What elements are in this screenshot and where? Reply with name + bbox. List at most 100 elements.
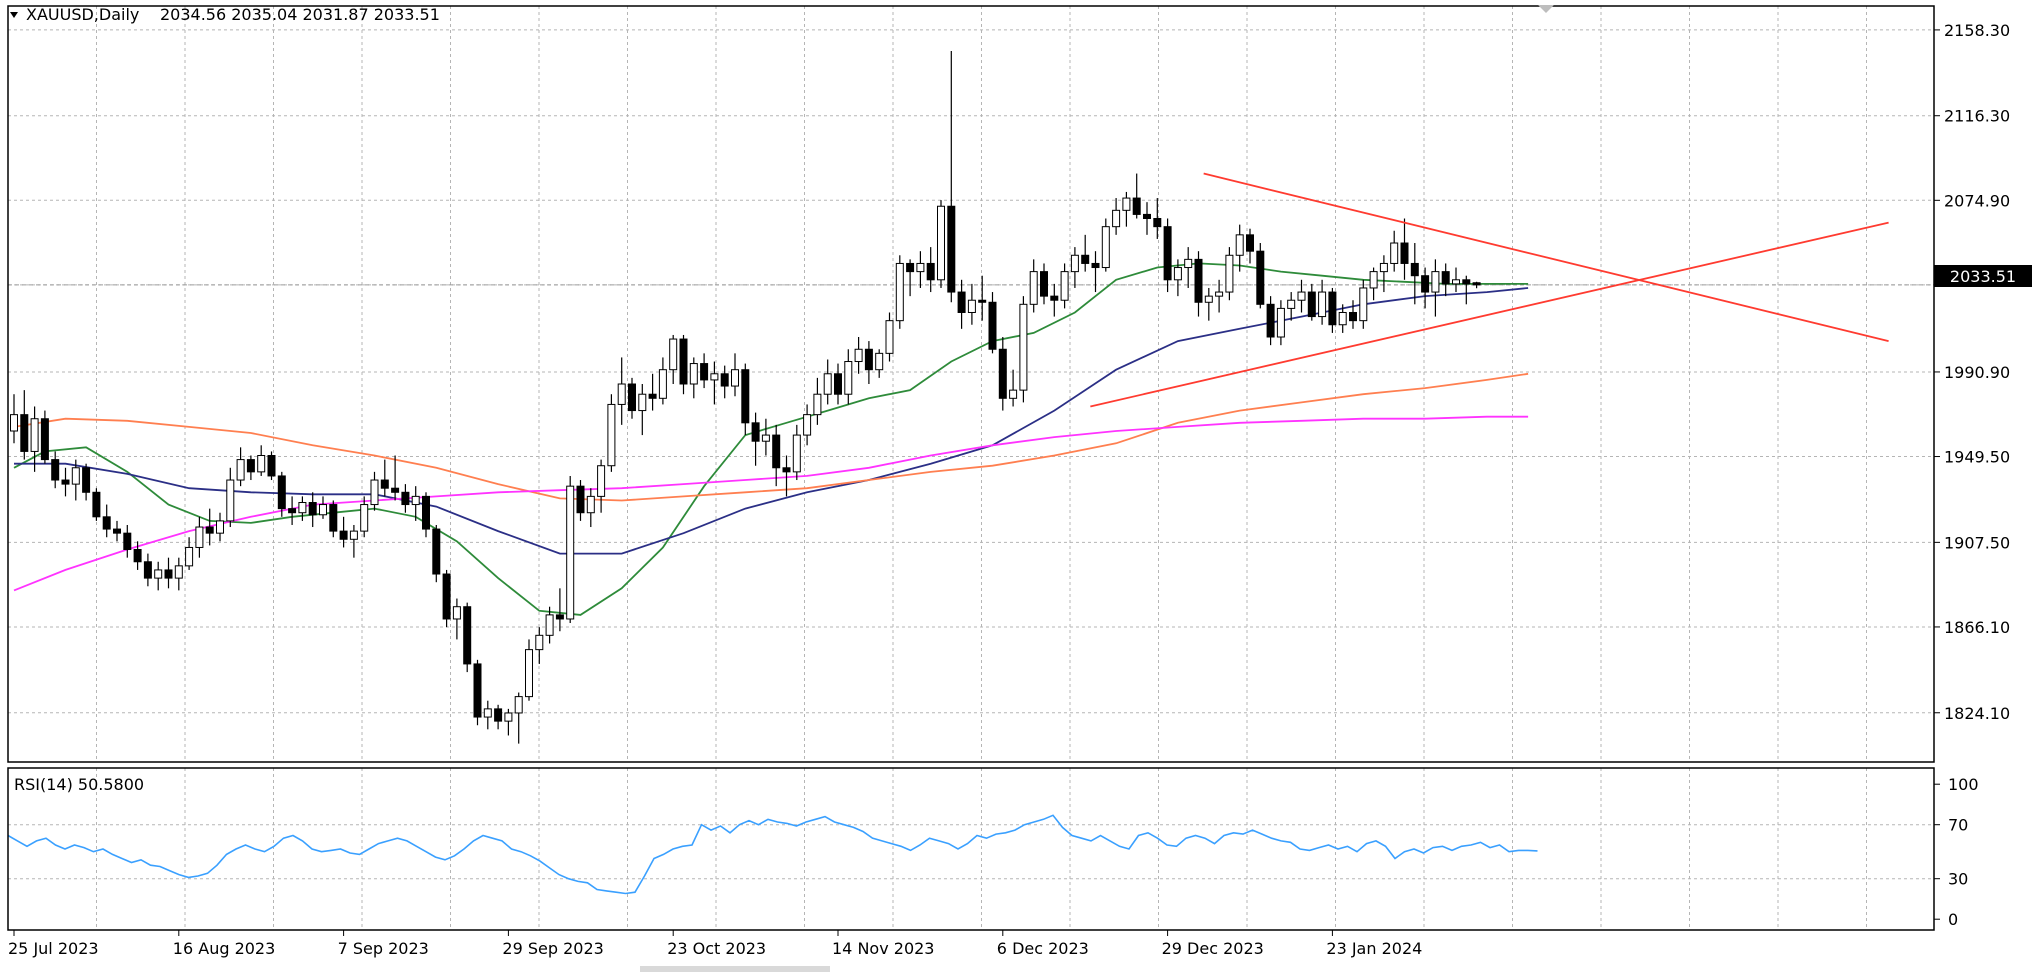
candle-bull — [1390, 242, 1399, 264]
trendline — [1090, 221, 1889, 408]
time-tick-label: 23 Jan 2024 — [1326, 939, 1422, 958]
price-tick-label: 1990.90 — [1944, 363, 2010, 382]
candle-bear — [834, 373, 842, 395]
candle-bull — [1318, 291, 1327, 318]
candle-bear — [1349, 311, 1357, 322]
candle-bull — [1070, 254, 1079, 273]
candle-bear — [1246, 234, 1254, 252]
candle-bear — [1050, 295, 1059, 301]
candle-bear — [432, 528, 441, 575]
candle-bear — [1421, 275, 1430, 293]
candle-bear — [442, 573, 451, 620]
candle-bear — [1307, 291, 1316, 318]
candle-bull — [823, 373, 832, 395]
candle-bear — [308, 502, 317, 516]
candle-bear — [700, 363, 709, 381]
candle-bull — [174, 565, 183, 579]
candle-bear — [555, 614, 564, 620]
rsi-grid — [8, 768, 1934, 930]
candle-bear — [1266, 303, 1275, 338]
candle-bull — [1338, 311, 1347, 326]
candle-bull — [586, 495, 595, 514]
candle-bull — [535, 634, 544, 651]
shift-marker-icon[interactable] — [1538, 5, 1554, 13]
candle-bull — [669, 338, 678, 371]
candle-bear — [1194, 258, 1203, 303]
rsi-label: RSI(14) 50.5800 — [14, 775, 144, 794]
candle-bear — [1153, 217, 1162, 228]
candle-bull — [761, 434, 770, 442]
candle-bull — [731, 369, 739, 387]
candle-bull — [185, 546, 194, 567]
candle-bull — [658, 369, 667, 399]
candle-bear — [906, 262, 915, 273]
price-tick-label: 1907.50 — [1944, 533, 2010, 552]
candle-bull — [1379, 262, 1388, 273]
time-tick-label: 23 Oct 2023 — [667, 939, 766, 958]
time-tick-label: 25 Jul 2023 — [8, 939, 99, 958]
candle-bear — [329, 504, 338, 532]
symbol-label: XAUUSD,Daily — [26, 5, 139, 24]
candle-bull — [1101, 226, 1110, 269]
candle-bear — [494, 708, 503, 722]
time-tick-label: 7 Sep 2023 — [338, 939, 429, 958]
candle-bear — [648, 393, 657, 399]
candle-bull — [298, 502, 307, 514]
candles — [10, 50, 1481, 744]
candle-bear — [751, 422, 760, 442]
current-price-label: 2033.51 — [1950, 267, 2016, 286]
price-tick-label: 2116.30 — [1944, 107, 2010, 126]
candle-bull — [1359, 287, 1368, 322]
candle-bull — [1215, 291, 1224, 297]
candle-bull — [154, 569, 163, 579]
candle-bear — [82, 467, 91, 493]
candle-bull — [792, 434, 801, 473]
candle-bear — [205, 526, 214, 534]
rsi-tick-label: 30 — [1948, 870, 1968, 889]
candle-bear — [628, 383, 636, 412]
candle-bear — [926, 262, 935, 281]
candle-bull — [566, 485, 575, 620]
candle-bear — [267, 455, 276, 477]
candle-bull — [1173, 267, 1182, 281]
candle-bull — [1225, 254, 1234, 293]
candle-bear — [1410, 262, 1419, 277]
candle-bull — [1431, 271, 1440, 293]
candle-bear — [143, 561, 152, 579]
candle-bull — [617, 383, 626, 405]
candle-bear — [113, 528, 121, 534]
scroll-tab[interactable] — [640, 966, 830, 972]
candle-bear — [1091, 262, 1100, 269]
candle-bull — [236, 459, 245, 481]
time-tick-label: 14 Nov 2023 — [832, 939, 934, 958]
candle-bear — [1132, 197, 1141, 215]
price-panel-frame — [7, 5, 1935, 763]
candle-bull — [710, 373, 719, 381]
candle-bear — [576, 485, 585, 514]
candle-bull — [452, 606, 461, 620]
candle-bull — [895, 262, 904, 322]
candle-bull — [319, 504, 327, 516]
candle-bull — [875, 352, 884, 371]
candle-bear — [1081, 254, 1090, 264]
dropdown-triangle-icon[interactable] — [10, 12, 18, 18]
candle-bull — [916, 262, 925, 273]
candle-bear — [20, 414, 29, 452]
candle-bull — [71, 467, 80, 485]
candle-bear — [92, 491, 101, 518]
candle-bear — [102, 516, 111, 530]
moving-average-line — [13, 372, 1529, 502]
candle-bull — [411, 495, 420, 506]
candle-bear — [679, 338, 688, 385]
candle-bear — [401, 491, 410, 506]
time-axis-ticks: 25 Jul 2023 16 Aug 2023 7 Sep 2023 29 Sep 2… — [8, 930, 1422, 958]
candle-bear — [1472, 282, 1481, 286]
candle-bear — [51, 459, 60, 481]
candle-bear — [864, 348, 873, 371]
rsi-axis-ticks: 100 70 30 0 — [1934, 775, 1979, 929]
candle-bull — [937, 205, 945, 281]
candle-bull — [10, 414, 18, 432]
candle-bear — [998, 348, 1007, 399]
rsi-tick-label: 70 — [1948, 816, 1968, 835]
